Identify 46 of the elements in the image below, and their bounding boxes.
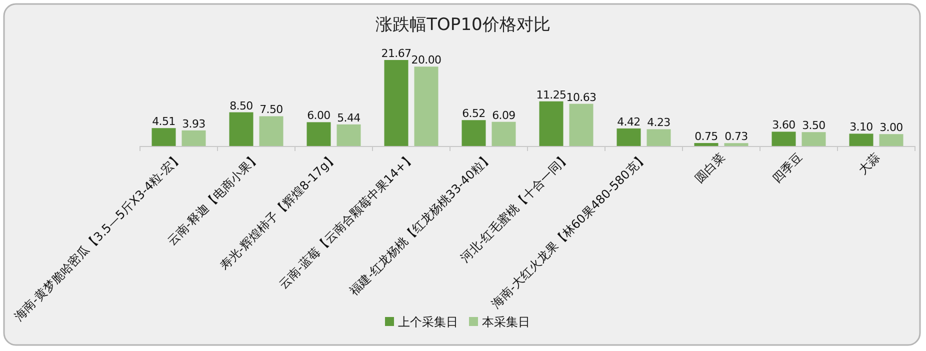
bar: [229, 112, 254, 146]
bar: [724, 143, 748, 146]
data-label: 8.50: [230, 99, 254, 112]
data-label: 4.23: [647, 116, 671, 130]
data-label: 4.51: [152, 115, 176, 128]
data-label: 10.63: [566, 90, 597, 104]
data-label: 4.42: [617, 115, 640, 128]
data-label: 6.09: [492, 108, 516, 122]
legend-label: 本采集日: [482, 315, 530, 329]
bar: [849, 134, 874, 146]
data-label: 6.52: [462, 107, 486, 120]
bar: [694, 143, 718, 146]
bar: [569, 104, 594, 146]
bar: [539, 101, 564, 146]
data-label: 3.10: [850, 120, 874, 134]
data-label: 6.00: [307, 109, 331, 122]
data-label: 20.00: [411, 54, 442, 67]
bar: [152, 128, 176, 146]
data-label: 0.73: [724, 130, 748, 144]
bar: [772, 132, 796, 146]
data-label: 0.75: [694, 130, 718, 144]
data-label: 21.67: [381, 47, 412, 60]
data-label: 7.50: [260, 103, 284, 116]
bar: [306, 122, 331, 146]
bar: [616, 128, 641, 146]
bar: [462, 120, 486, 146]
bar: [646, 129, 671, 146]
data-label: 5.44: [337, 111, 361, 124]
bar: [182, 130, 206, 146]
x-tick-label: 圆白菜: [692, 150, 728, 186]
legend-label: 上个采集日: [398, 315, 458, 329]
bar: [336, 124, 361, 146]
data-label: 11.25: [536, 88, 567, 102]
bar: [259, 116, 284, 146]
bar: [384, 60, 408, 146]
data-label: 3.00: [880, 121, 904, 134]
x-tick-label: 四季豆: [770, 150, 805, 186]
bar: [879, 134, 904, 146]
bar: [492, 122, 516, 146]
bar: [802, 132, 826, 146]
bar: [414, 66, 438, 146]
data-label: 3.93: [182, 117, 206, 130]
data-label: 3.50: [802, 119, 826, 132]
x-tick-label: 大蒜: [856, 150, 882, 178]
data-label: 3.60: [772, 118, 796, 132]
chart-title: 涨跌幅TOP10价格对比: [376, 15, 550, 35]
